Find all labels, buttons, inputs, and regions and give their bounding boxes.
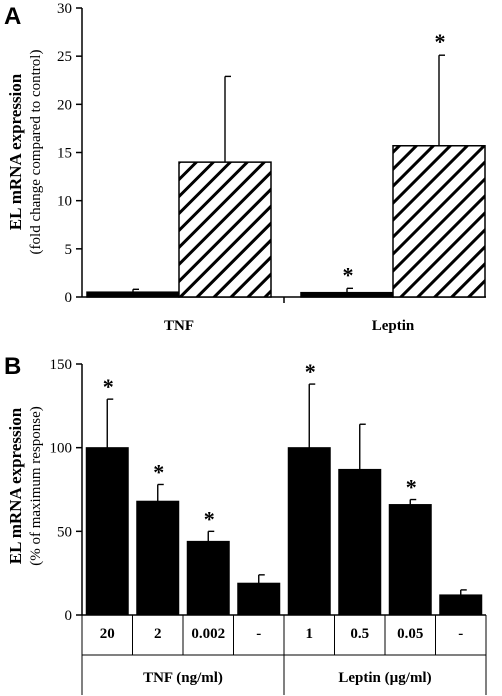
panel-b-significance-star: * (406, 475, 417, 500)
panel-b-y-axis-label: EL mRNA expression (% of maximum respons… (6, 406, 44, 566)
panel-b-category-label: 1 (306, 626, 314, 642)
panel-b-bar (186, 540, 230, 616)
panel-a-y-tick-label: 25 (57, 49, 72, 65)
panel-a-y-tick-label: 20 (57, 97, 72, 113)
panel-b-bar (338, 468, 382, 616)
panel-a-bar (392, 145, 486, 298)
panel-b-y-axis-title: EL mRNA expression (6, 407, 25, 564)
panel-b-category-label: 2 (154, 626, 162, 642)
panel-a-category-label: TNF (164, 318, 194, 334)
panel-b-bar (287, 447, 331, 616)
panel-b-category-label: - (256, 626, 261, 642)
panel-b-significance-star: * (153, 459, 164, 484)
panel-b-significance-star: * (204, 506, 215, 531)
panel-a-significance-star: * (343, 262, 354, 287)
panel-b-category-label: - (458, 626, 463, 642)
panel-a-y-tick-label: 5 (65, 242, 73, 258)
panel-b-significance-star: * (305, 359, 316, 384)
panel-a-y-axis-subtitle: (fold change compared to control) (28, 50, 44, 255)
panel-a-y-axis-title: EL mRNA expression (6, 73, 25, 230)
panel-b-bar (136, 500, 180, 616)
panel-b-bar (85, 447, 129, 616)
panel-a-category-labels: TNF Leptin (164, 318, 415, 334)
panel-b-group-label: TNF (ng/ml) (143, 670, 223, 686)
panel-b-category-label: 20 (100, 626, 115, 642)
panel-b-y-tick-label: 150 (50, 357, 73, 373)
panel-a-letter: A (4, 3, 21, 30)
panel-b-category-label: 0.5 (350, 626, 369, 642)
panel-b-bar (439, 594, 483, 616)
panel-b-y-axis-subtitle: (% of maximum response) (28, 406, 44, 566)
panel-b-category-label: 0.002 (191, 626, 225, 642)
panel-b-group-label: Leptin (µg/ml) (338, 670, 431, 686)
panel-a-significance-star: * (435, 29, 446, 54)
panel-b-y-tick-label: 50 (57, 524, 72, 540)
panel-b-letter: B (4, 353, 21, 380)
panel-a-bar (300, 291, 394, 298)
panel-a-y-tick-label: 15 (57, 146, 72, 162)
panel-b-significance-star: * (103, 374, 114, 399)
panel-a-bars: ** (86, 29, 486, 298)
panel-b-bar (237, 582, 281, 616)
panel-a: A EL mRNA expression (fold change compar… (4, 1, 486, 334)
panel-a-y-tick-label: 30 (57, 1, 72, 17)
panel-b-bar (388, 504, 432, 616)
panel-a-bar (178, 161, 272, 298)
panel-b-y-tick-label: 0 (65, 608, 73, 624)
panel-b-y-tick-label: 100 (50, 441, 73, 457)
panel-a-bar (86, 291, 180, 298)
panel-a-y-tick-label: 0 (65, 290, 73, 306)
panel-b-category-table: 20 2 0.002 - 1 0.5 0.05 - TNF (ng/ml) Leptin (µg/… (81, 615, 487, 695)
panel-a-category-label: Leptin (372, 318, 415, 334)
panel-a-y-axis-label: EL mRNA expression (fold change compared… (6, 50, 44, 255)
panel-b-category-label: 0.05 (397, 626, 423, 642)
panel-b: B EL mRNA expression (% of maximum respo… (4, 353, 487, 695)
panel-a-y-tick-label: 10 (57, 194, 72, 210)
panel-b-bars: * * * * * (85, 359, 483, 616)
